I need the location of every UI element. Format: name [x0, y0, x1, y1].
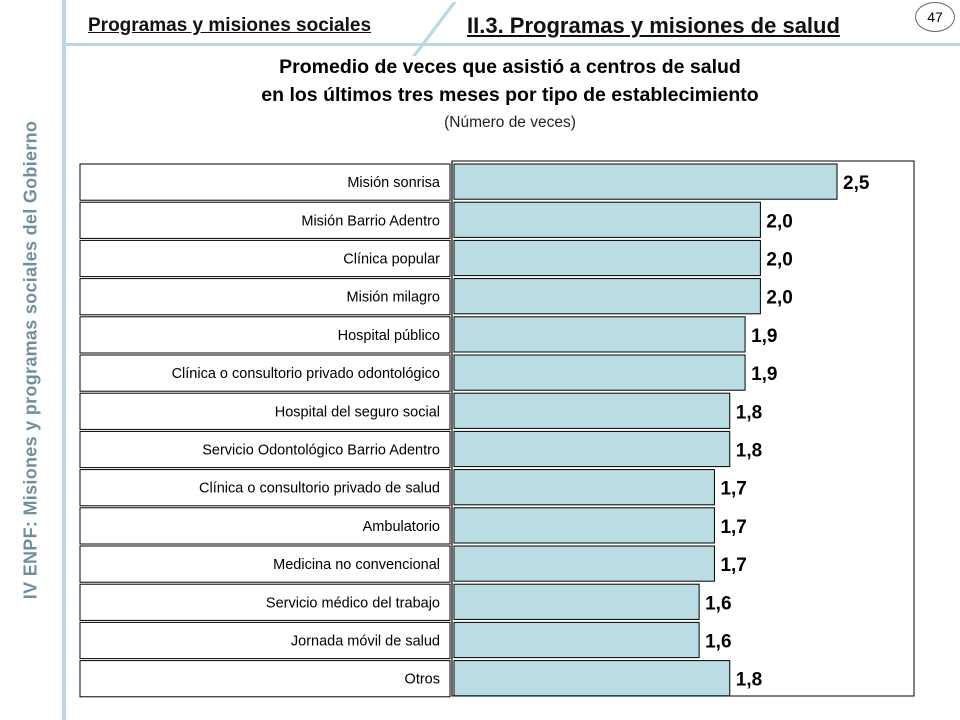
bar — [453, 430, 731, 468]
data-label: 1,8 — [736, 402, 762, 423]
bar — [453, 239, 761, 277]
category-label-box — [79, 469, 451, 507]
data-label: 2,5 — [843, 173, 870, 194]
data-label: 1,6 — [705, 632, 731, 653]
chart-title-line2: en los últimos tres meses por tipo de es… — [261, 84, 759, 106]
category-label: Misión sonrisa — [347, 175, 441, 191]
category-label: Servicio médico del trabajo — [266, 595, 440, 611]
data-label: 1,7 — [720, 555, 746, 576]
category-label: Clínica o consultorio privado de salud — [199, 481, 440, 497]
bar — [453, 354, 746, 391]
data-label: 1,8 — [736, 441, 762, 462]
subsection-title: II.3. Programas y misiones de salud — [467, 13, 840, 38]
category-label: Servicio Odontológico Barrio Adentro — [202, 443, 440, 459]
data-label: 1,9 — [751, 364, 777, 385]
category-label-box — [79, 545, 451, 583]
chart-subtitle: (Número de veces) — [444, 114, 576, 131]
bar — [453, 316, 746, 353]
category-label-box — [79, 430, 451, 469]
header-divider — [66, 43, 960, 46]
bar — [453, 621, 700, 659]
category-label-box — [79, 660, 451, 698]
bar — [453, 660, 731, 697]
page-number-badge: 47 — [915, 2, 955, 32]
category-label-box — [79, 278, 451, 316]
bar — [453, 583, 700, 620]
data-label: 2,0 — [766, 211, 792, 232]
category-label-box — [79, 621, 451, 660]
bar — [453, 469, 715, 506]
category-label: Ambulatorio — [363, 519, 440, 535]
category-label: Misión milagro — [347, 290, 440, 306]
category-label: Clínica o consultorio privado odontológi… — [172, 366, 440, 382]
data-label: 1,8 — [736, 670, 762, 691]
bar — [453, 201, 761, 238]
category-label-box — [79, 583, 451, 621]
category-label: Otros — [405, 672, 440, 688]
data-label: 1,9 — [751, 326, 777, 347]
category-label: Clínica popular — [343, 252, 440, 268]
data-label: 2,0 — [766, 250, 792, 271]
data-label: 2,0 — [766, 288, 792, 309]
data-label: 1,6 — [705, 593, 731, 614]
category-label-box — [79, 163, 451, 201]
section-title: Programas y misiones sociales — [88, 15, 372, 36]
category-label: Hospital del seguro social — [275, 404, 440, 420]
data-label: 1,7 — [720, 517, 746, 538]
bar — [453, 278, 761, 315]
category-label-box — [79, 239, 451, 278]
category-label-box — [79, 392, 451, 430]
category-label-box — [79, 354, 451, 392]
category-label-box — [79, 316, 451, 354]
sidebar-divider — [62, 0, 66, 720]
category-label-box — [79, 201, 451, 239]
category-label: Jornada móvil de salud — [291, 634, 440, 650]
bar — [453, 163, 838, 200]
chart-title: Promedio de veces que asistió a centros … — [279, 56, 741, 78]
bar — [453, 545, 715, 582]
sidebar-band: IV ENPF: Misiones y programas sociales d… — [0, 0, 62, 720]
category-label: Medicina no convencional — [273, 557, 440, 573]
category-label: Misión Barrio Adentro — [301, 213, 440, 229]
bar — [453, 507, 715, 544]
category-label-box — [79, 507, 451, 545]
category-label: Hospital público — [338, 328, 440, 344]
data-label: 1,7 — [720, 479, 746, 500]
bar — [453, 392, 731, 429]
